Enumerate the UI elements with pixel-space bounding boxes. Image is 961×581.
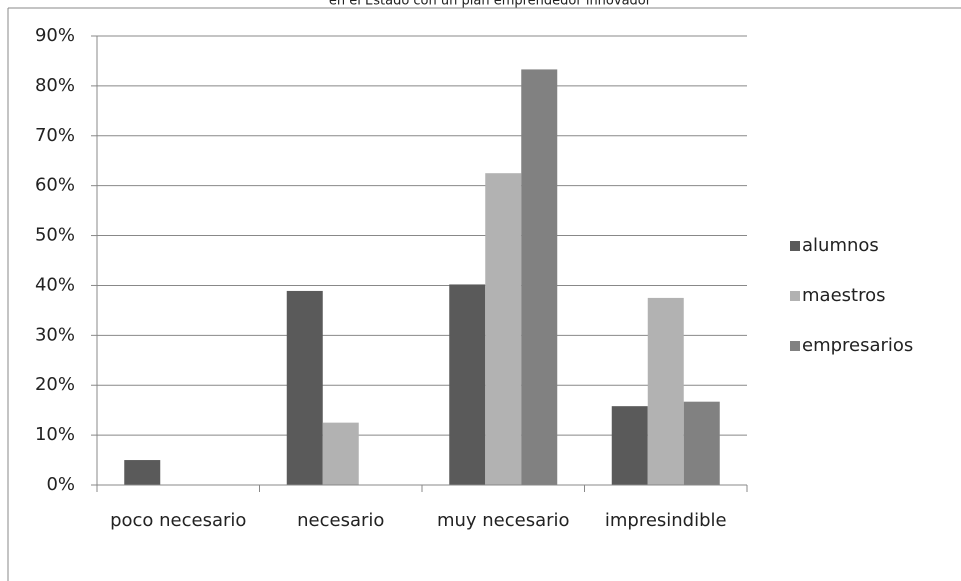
y-tick-label: 40% — [35, 274, 75, 295]
legend-label: empresarios — [802, 335, 913, 356]
y-tick-label: 80% — [35, 75, 75, 96]
bar — [647, 297, 684, 485]
legend-label: maestros — [802, 285, 885, 306]
x-tick-label: muy necesario — [436, 510, 570, 531]
legend-swatch — [790, 341, 800, 351]
x-tick-label: necesario — [297, 510, 385, 531]
bar — [521, 69, 558, 486]
bar — [449, 284, 486, 485]
bar — [286, 290, 323, 485]
y-tick-label: 70% — [35, 125, 75, 146]
x-tick-label: impresindible — [604, 510, 727, 531]
bar — [485, 173, 522, 485]
legend-swatch — [790, 291, 800, 301]
y-tick-label: 10% — [35, 424, 75, 445]
y-tick-label: 0% — [46, 474, 75, 495]
bar — [124, 460, 161, 485]
bar — [683, 401, 720, 485]
y-tick-label: 50% — [35, 225, 75, 246]
bar — [322, 422, 359, 485]
y-tick-label: 90% — [35, 25, 75, 46]
chart-title: en el Estado con un plan emprendedor inn… — [329, 0, 652, 9]
bar — [611, 406, 648, 485]
y-tick-label: 20% — [35, 374, 75, 395]
y-tick-label: 30% — [35, 324, 75, 345]
legend-label: alumnos — [802, 235, 879, 256]
x-tick-label: poco necesario — [110, 510, 247, 531]
y-tick-label: 60% — [35, 175, 75, 196]
legend-swatch — [790, 241, 800, 251]
